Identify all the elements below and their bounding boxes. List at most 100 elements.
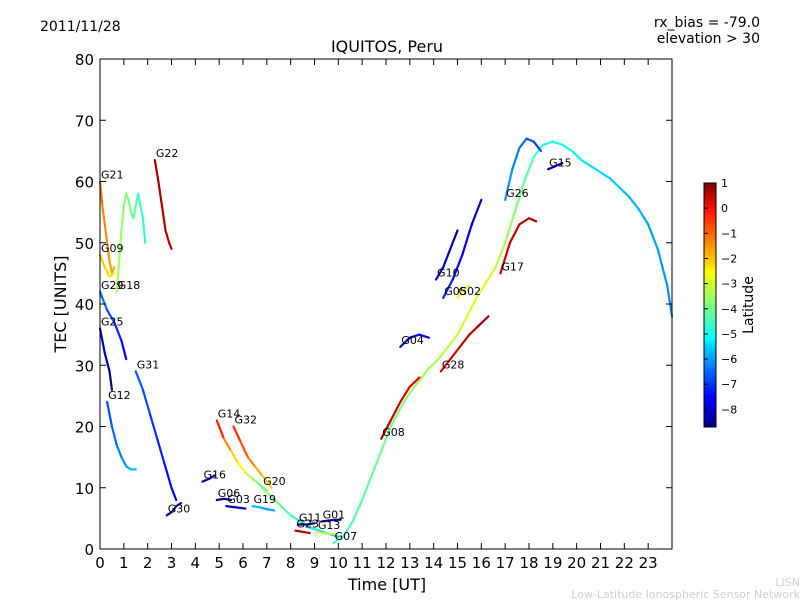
series-label-g15: G15 — [549, 156, 572, 169]
series-segment — [110, 266, 116, 275]
series-segment — [225, 505, 237, 509]
series-segment — [132, 204, 137, 220]
plot-area — [100, 59, 672, 549]
series-segment — [170, 505, 178, 514]
series-segment — [115, 443, 123, 459]
series-segment — [113, 321, 123, 342]
series-segment — [351, 498, 364, 523]
series-segment — [98, 290, 109, 312]
series-segment — [110, 425, 118, 446]
series-segment — [570, 149, 583, 162]
series-g31 — [134, 370, 178, 502]
x-tick-label: 23 — [639, 554, 658, 572]
series-segment — [153, 158, 160, 183]
series-segment — [408, 376, 421, 388]
series-g03 — [225, 505, 247, 510]
series-g13 — [315, 530, 338, 536]
series-segment — [647, 223, 659, 250]
y-axis-label: TEC [UNITS] — [51, 256, 70, 354]
series-label-g01: G01 — [323, 508, 346, 521]
series-segment — [127, 198, 133, 214]
series-segment — [546, 165, 557, 171]
series-g23 — [294, 529, 311, 535]
series-segment — [106, 400, 114, 428]
series-segment — [580, 158, 593, 168]
series-segment — [627, 195, 640, 211]
series-segment — [449, 345, 461, 361]
y-tick-label: 40 — [75, 296, 94, 314]
series-segment — [258, 506, 268, 511]
series-segment — [551, 140, 564, 146]
series-segment — [449, 229, 459, 250]
y-tick-label: 30 — [75, 357, 94, 375]
series-segment — [120, 456, 128, 468]
series-labels: G22G21G18G09G29G25G12G31G30G14G32G16G06G… — [101, 147, 572, 543]
series-segment — [120, 204, 125, 232]
network-watermark: Low-Latitude Ionospheric Sensor Network — [571, 588, 800, 600]
series-g14 — [215, 419, 268, 492]
series-segment — [289, 514, 302, 523]
series-g20 — [260, 486, 340, 538]
series-segment — [656, 247, 669, 287]
series-segment — [470, 198, 483, 226]
series-segment — [618, 186, 631, 198]
series-segment — [175, 501, 183, 508]
series-segment — [332, 535, 345, 544]
series-segment — [108, 370, 114, 391]
series-g09 — [98, 253, 116, 278]
x-tick-label: 17 — [496, 554, 515, 572]
series-segment — [260, 474, 273, 489]
x-tick-label: 21 — [591, 554, 610, 572]
colorbar-tick-label: −4 — [721, 303, 737, 316]
x-tick-label: 8 — [286, 554, 296, 572]
x-tick-label: 6 — [238, 554, 248, 572]
series-segment — [485, 266, 497, 284]
y-tick-label: 20 — [75, 419, 94, 437]
series-segment — [589, 165, 602, 174]
series-segment — [561, 143, 574, 152]
colorbar-tick-label: 0 — [721, 202, 728, 215]
series-g12 — [106, 400, 137, 471]
series-segment — [222, 437, 233, 453]
x-tick-label: 10 — [329, 554, 348, 572]
series-segment — [380, 425, 392, 453]
lisn-watermark: LISN — [775, 576, 800, 589]
series-segment — [408, 333, 421, 339]
series-segment — [103, 223, 109, 244]
series-label-g05: G05 — [444, 285, 467, 298]
series-segment — [523, 155, 535, 183]
series-segment — [239, 440, 249, 459]
series-segment — [157, 180, 164, 208]
series-segment — [168, 241, 173, 250]
series-segment — [468, 324, 481, 336]
x-tick-label: 3 — [167, 554, 177, 572]
series-segment — [215, 419, 226, 440]
series-g16 — [201, 474, 216, 483]
series-label-g04: G04 — [401, 334, 424, 347]
series-g05 — [442, 198, 483, 299]
series-segment — [160, 204, 167, 232]
x-tick-label: 9 — [310, 554, 320, 572]
series-label-g07: G07 — [335, 530, 358, 543]
series-segment — [103, 266, 111, 278]
series-g11 — [296, 522, 316, 526]
series-segment — [525, 137, 535, 143]
series-segment — [137, 192, 142, 208]
series-segment — [427, 358, 440, 370]
x-tick-label: 13 — [400, 554, 419, 572]
colorbar-ticks: 1 0 −1 −2 −3 −4 −5 −6 −7 −8 — [704, 177, 737, 416]
series-segment — [442, 278, 454, 299]
series-segment — [408, 379, 421, 394]
x-tick-label: 0 — [95, 554, 105, 572]
colorbar-tick-label: −5 — [721, 328, 737, 341]
series-g10 — [434, 229, 459, 281]
x-tick-label: 16 — [472, 554, 491, 572]
series-segment — [532, 140, 543, 152]
colorbar-tick-label: −3 — [721, 278, 737, 291]
y-axis: 0 10 20 30 40 50 60 70 80 — [75, 51, 672, 559]
series-segment — [542, 140, 554, 146]
series-segment — [475, 281, 488, 299]
series-segment — [446, 333, 459, 348]
y-tick-label: 60 — [75, 174, 94, 192]
series-segment — [234, 506, 247, 510]
